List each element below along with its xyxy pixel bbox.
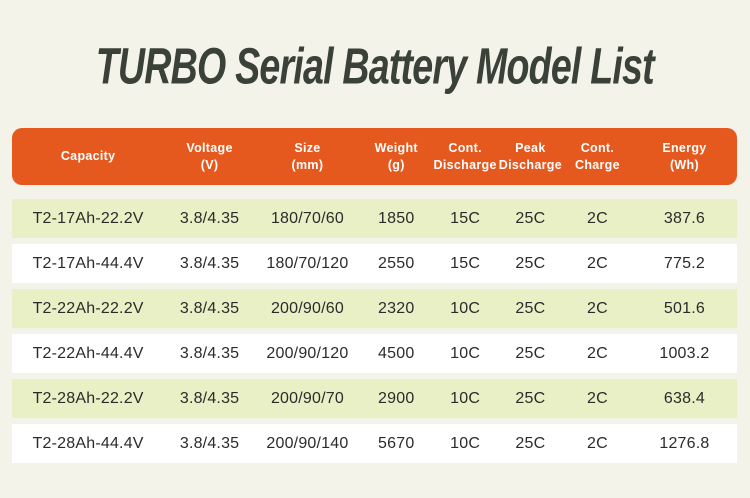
cell-size: 200/90/60 xyxy=(270,299,344,317)
column-header-weight: Weight (g) xyxy=(374,140,418,172)
cell-capacity: T2-22Ah-44.4V xyxy=(32,344,144,362)
cell-voltage: 3.8/4.35 xyxy=(179,434,240,452)
cell-voltage: 3.8/4.35 xyxy=(179,209,240,227)
cell-energy: 1276.8 xyxy=(659,434,710,452)
cell-voltage: 3.8/4.35 xyxy=(179,254,240,272)
table-row: T2-28Ah-22.2V 3.8/4.35 200/90/70 2900 10C 25C… xyxy=(12,379,737,418)
cell-energy: 638.4 xyxy=(663,389,705,407)
column-header-peak-discharge: Peak Discharge xyxy=(498,140,562,172)
table-header-row: Capacity Voltage (V) Size (mm) Weight (g… xyxy=(12,128,737,185)
cell-energy: 1003.2 xyxy=(659,344,710,362)
cell-size: 200/90/140 xyxy=(266,434,349,452)
battery-spec-table: Capacity Voltage (V) Size (mm) Weight (g… xyxy=(12,128,737,469)
cell-capacity: T2-28Ah-22.2V xyxy=(32,389,144,407)
table-row: T2-28Ah-44.4V 3.8/4.35 200/90/140 5670 10C 25… xyxy=(12,424,737,463)
cell-cont_charge: 2C xyxy=(587,344,608,362)
cell-cont_charge: 2C xyxy=(587,254,608,272)
column-header-cont-discharge: Cont. Discharge xyxy=(433,140,497,172)
cell-peak_discharge: 25C xyxy=(515,299,546,317)
cell-energy: 501.6 xyxy=(663,299,705,317)
column-header-cont-charge: Cont. Charge xyxy=(575,140,620,172)
cell-weight: 2550 xyxy=(378,254,415,272)
cell-cont_charge: 2C xyxy=(587,299,608,317)
cell-energy: 775.2 xyxy=(663,254,705,272)
table-row: T2-22Ah-22.2V 3.8/4.35 200/90/60 2320 10C 25C… xyxy=(12,289,737,328)
cell-peak_discharge: 25C xyxy=(515,209,546,227)
cell-peak_discharge: 25C xyxy=(515,389,546,407)
cell-peak_discharge: 25C xyxy=(515,344,546,362)
cell-cont_discharge: 10C xyxy=(450,299,481,317)
cell-cont_charge: 2C xyxy=(587,389,608,407)
page-title: TURBO Serial Battery Model List xyxy=(95,36,655,95)
cell-peak_discharge: 25C xyxy=(515,254,546,272)
cell-peak_discharge: 25C xyxy=(515,434,546,452)
cell-voltage: 3.8/4.35 xyxy=(179,344,240,362)
table-row: T2-17Ah-22.2V 3.8/4.35 180/70/60 1850 15C 25C… xyxy=(12,199,737,238)
cell-voltage: 3.8/4.35 xyxy=(179,299,240,317)
cell-weight: 2320 xyxy=(378,299,415,317)
cell-cont_discharge: 10C xyxy=(450,344,481,362)
cell-cont_charge: 2C xyxy=(587,434,608,452)
cell-cont_discharge: 10C xyxy=(450,389,481,407)
cell-weight: 4500 xyxy=(378,344,415,362)
table-row: T2-22Ah-44.4V 3.8/4.35 200/90/120 4500 10C 25… xyxy=(12,334,737,373)
cell-cont_charge: 2C xyxy=(587,209,608,227)
cell-size: 200/90/70 xyxy=(270,389,344,407)
cell-voltage: 3.8/4.35 xyxy=(179,389,240,407)
column-header-size: Size (mm) xyxy=(291,140,324,172)
cell-capacity: T2-17Ah-22.2V xyxy=(32,209,144,227)
cell-energy: 387.6 xyxy=(663,209,705,227)
cell-cont_discharge: 15C xyxy=(450,254,481,272)
column-header-voltage: Voltage (V) xyxy=(186,140,233,172)
cell-weight: 5670 xyxy=(378,434,415,452)
table-row: T2-17Ah-44.4V 3.8/4.35 180/70/120 2550 15C 25… xyxy=(12,244,737,283)
cell-cont_discharge: 15C xyxy=(450,209,481,227)
cell-weight: 1850 xyxy=(378,209,415,227)
column-header-energy: Energy (Wh) xyxy=(662,140,707,172)
title-area: TURBO Serial Battery Model List xyxy=(0,36,750,95)
cell-size: 180/70/120 xyxy=(266,254,349,272)
cell-capacity: T2-28Ah-44.4V xyxy=(32,434,144,452)
cell-weight: 2900 xyxy=(378,389,415,407)
cell-capacity: T2-22Ah-22.2V xyxy=(32,299,144,317)
cell-size: 200/90/120 xyxy=(266,344,349,362)
table-body: T2-17Ah-22.2V 3.8/4.35 180/70/60 1850 15C 25C… xyxy=(12,199,737,463)
cell-cont_discharge: 10C xyxy=(450,434,481,452)
column-header-capacity: Capacity xyxy=(60,149,116,164)
cell-size: 180/70/60 xyxy=(270,209,344,227)
cell-capacity: T2-17Ah-44.4V xyxy=(32,254,144,272)
